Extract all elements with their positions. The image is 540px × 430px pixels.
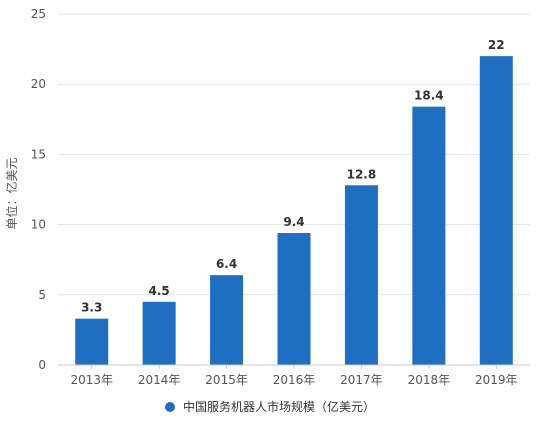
y-tick-label: 10 [31,218,46,232]
gridlines [58,13,530,296]
y-tick-label: 5 [38,288,46,302]
x-axis-ticks: 2013年 2014年 2015年 2016年 2017年 2018年 2019年 [70,365,518,387]
bars [75,56,513,366]
y-tick-label: 15 [31,147,46,161]
bar [142,301,176,365]
bar [277,233,311,365]
y-tick-label: 25 [31,7,46,21]
data-label: 18.4 [414,89,444,103]
legend-marker [164,401,175,412]
legend: 中国服务机器人市场规模（亿美元） [0,398,540,415]
x-tick-label: 2013年 [70,373,113,387]
data-label: 22 [488,38,505,52]
data-label: 4.5 [149,284,170,298]
legend-label: 中国服务机器人市场规模（亿美元） [182,400,375,414]
x-tick-label: 2019年 [475,373,518,387]
x-tick-label: 2016年 [273,373,316,387]
x-tick-label: 2014年 [138,373,181,387]
bar [412,106,446,365]
y-tick-label: 0 [38,358,46,372]
data-labels: 3.3 4.5 6.4 9.4 12.8 18.4 22 [81,38,505,315]
x-tick-label: 2017年 [340,373,383,387]
data-label: 6.4 [216,257,237,271]
data-label: 12.8 [347,167,377,181]
data-label: 3.3 [81,301,102,315]
bar [344,185,378,365]
bar [210,275,244,365]
bar [479,56,513,366]
x-tick-label: 2018年 [408,373,451,387]
y-tick-label: 20 [31,77,46,91]
x-tick-label: 2015年 [205,373,248,387]
y-axis-ticks: 0 5 10 15 20 25 [31,7,46,372]
bar [75,318,109,365]
data-label: 9.4 [283,215,304,229]
y-axis-label: 单位：亿美元 [4,157,19,229]
